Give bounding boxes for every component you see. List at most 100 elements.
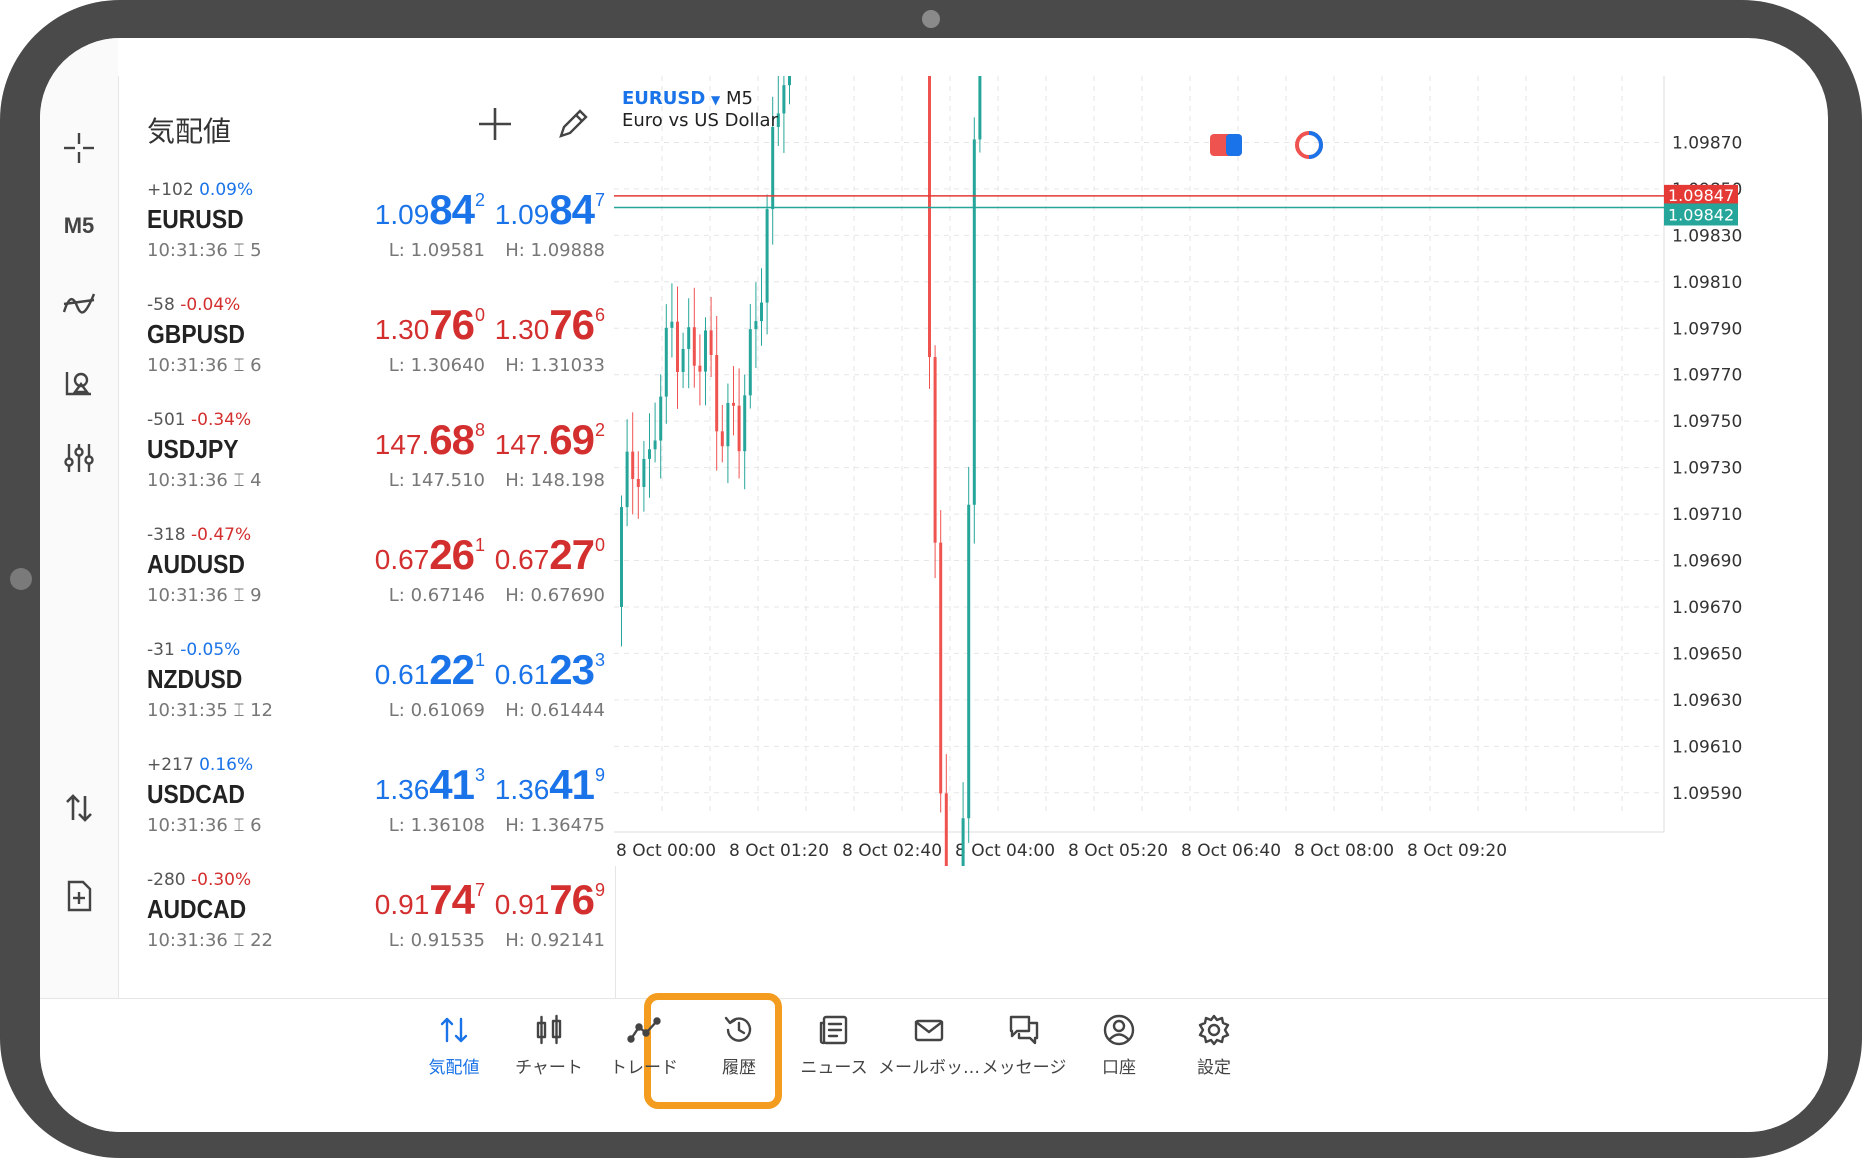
low-price: L: 147.510 [388,470,485,491]
bid-price[interactable]: 1.30760 [375,301,485,349]
high-price: H: 1.09888 [505,240,605,261]
x-tick-label: 8 Oct 00:00 [616,841,716,861]
quote-change: -58 -0.04% [147,295,240,315]
quote-row[interactable]: -31 -0.05% NZDUSD 10:31:35 ⌶ 12 0.61221 0.61… [119,636,615,751]
ask-price[interactable]: 0.91769 [495,876,605,924]
nav-item[interactable]: ニュース [779,1013,889,1103]
ask-point: 3 [594,650,605,670]
quote-symbol: EURUSD [147,204,244,234]
bid-big-digits: 68 [429,416,475,463]
quote-row[interactable]: -318 -0.47% AUDUSD 10:31:36 ⌶ 9 0.67261 0.67… [119,521,615,636]
quote-row[interactable]: +102 0.09% EURUSD 10:31:36 ⌶ 5 1.09842 1.098… [119,176,615,291]
bid-prefix: 0.67 [374,544,430,575]
bid-price[interactable]: 0.61221 [375,646,485,694]
nav-item[interactable]: 口座 [1064,1013,1174,1103]
quote-symbol: USDCAD [147,779,245,809]
nav-item[interactable]: 履歴 [684,1013,794,1103]
settings-sliders-icon[interactable] [40,430,118,486]
news-icon [819,1015,848,1045]
bid-prefix: 147. [374,429,430,460]
change-points: +102 [147,180,194,200]
trade-arrows-icon[interactable] [40,780,118,836]
x-tick-label: 8 Oct 06:40 [1181,841,1281,861]
x-tick-label: 8 Oct 02:40 [842,841,942,861]
bid-price[interactable]: 0.91747 [375,876,485,924]
nav-label: 気配値 [428,1058,480,1078]
y-tick-label: 1.09790 [1672,319,1742,339]
candle-body [636,478,640,487]
timeframe-label: M5 [63,213,95,238]
nav-item[interactable]: トレード [589,1013,699,1103]
change-percent: -0.04% [180,295,241,315]
low-price: L: 1.09581 [388,240,485,261]
indicator-icon[interactable] [40,276,118,332]
symbol-dropdown-icon[interactable]: ▼ [711,93,721,107]
bid-price[interactable]: 1.09842 [375,186,485,234]
quote-row[interactable]: -280 -0.30% AUDCAD 10:31:36 ⌶ 22 0.91747 0.9… [119,866,615,981]
y-tick-label: 1.09610 [1672,737,1742,757]
nav-item[interactable]: 設定 [1159,1013,1269,1103]
change-percent: -0.05% [180,640,241,660]
candle-body [732,402,735,406]
candle-body [720,431,724,447]
nav-item[interactable]: メッセージ [969,1013,1079,1103]
high-price: H: 148.198 [505,470,605,491]
ask-point: 6 [594,305,605,325]
high-price: H: 0.67690 [505,585,605,606]
y-tick-label: 1.09750 [1672,412,1742,432]
bid-price[interactable]: 1.36413 [375,761,485,809]
candle-body [659,396,663,441]
price-chart[interactable]: 1.098701.098501.098301.098101.097901.097… [614,76,1778,866]
chart-symbol[interactable]: EURUSD [622,88,706,109]
chart-header: EURUSD ▼ M5 [622,88,753,109]
ask-price[interactable]: 1.36419 [495,761,605,809]
ask-price[interactable]: 0.67270 [495,531,605,579]
change-points: -318 [147,525,186,545]
crosshair-icon[interactable] [40,120,118,176]
bid-prefix: 0.91 [374,889,430,920]
bid-big-digits: 76 [429,301,475,348]
bid-prefix: 1.30 [374,314,430,345]
y-tick-label: 1.09670 [1672,598,1742,618]
quote-row[interactable]: +217 0.16% USDCAD 10:31:36 ⌶ 6 1.36413 1.364… [119,751,615,866]
bottom-navigation: 気配値 チャート トレード 履歴 ニュース メールボッ… メッセージ 口座 設定 [40,993,1828,1132]
candle-body [944,793,948,866]
candle-body [704,330,707,372]
nav-label: トレード [610,1058,678,1078]
low-price: L: 0.61069 [388,700,485,721]
chart-canvas[interactable]: 1.098701.098501.098301.098101.097901.097… [614,76,1778,866]
bid-price-label: 1.09842 [1668,205,1734,224]
quote-time: 10:31:35 ⌶ 12 [147,700,273,721]
ask-big-digits: 76 [549,301,595,348]
nav-label: チャート [515,1058,583,1078]
add-symbol-button[interactable] [471,100,519,148]
ask-price[interactable]: 1.30766 [495,301,605,349]
ask-price[interactable]: 1.09847 [495,186,605,234]
nav-item[interactable]: メールボッ… [874,1013,984,1103]
candle-body [765,209,769,303]
quotes-arrows-icon [440,1017,468,1043]
bid-prefix: 1.36 [374,774,430,805]
left-toolbar: M5 [40,38,118,998]
y-tick-label: 1.09730 [1672,459,1742,479]
nav-item[interactable]: チャート [494,1013,604,1103]
objects-icon[interactable] [40,354,118,410]
bid-price[interactable]: 147.688 [375,416,485,464]
ask-prefix: 147. [494,429,550,460]
x-tick-label: 8 Oct 05:20 [1068,841,1168,861]
timeframe-button[interactable]: M5 [40,198,118,254]
candle-body [687,327,691,349]
quote-row[interactable]: -58 -0.04% GBPUSD 10:31:36 ⌶ 6 1.30760 1.307… [119,291,615,406]
quotes-title: 気配値 [147,115,232,148]
bid-price[interactable]: 0.67261 [375,531,485,579]
ask-price[interactable]: 147.692 [495,416,605,464]
edit-list-button[interactable] [549,100,597,148]
quote-row[interactable]: -501 -0.34% USDJPY 10:31:36 ⌶ 4 147.688 147.… [119,406,615,521]
ask-big-digits: 84 [549,186,595,233]
x-tick-label: 8 Oct 01:20 [729,841,829,861]
ask-price[interactable]: 0.61233 [495,646,605,694]
nav-item[interactable]: 気配値 [399,1013,509,1103]
new-order-icon[interactable] [40,868,118,924]
y-tick-label: 1.09590 [1672,784,1742,804]
candle-body [664,327,668,397]
